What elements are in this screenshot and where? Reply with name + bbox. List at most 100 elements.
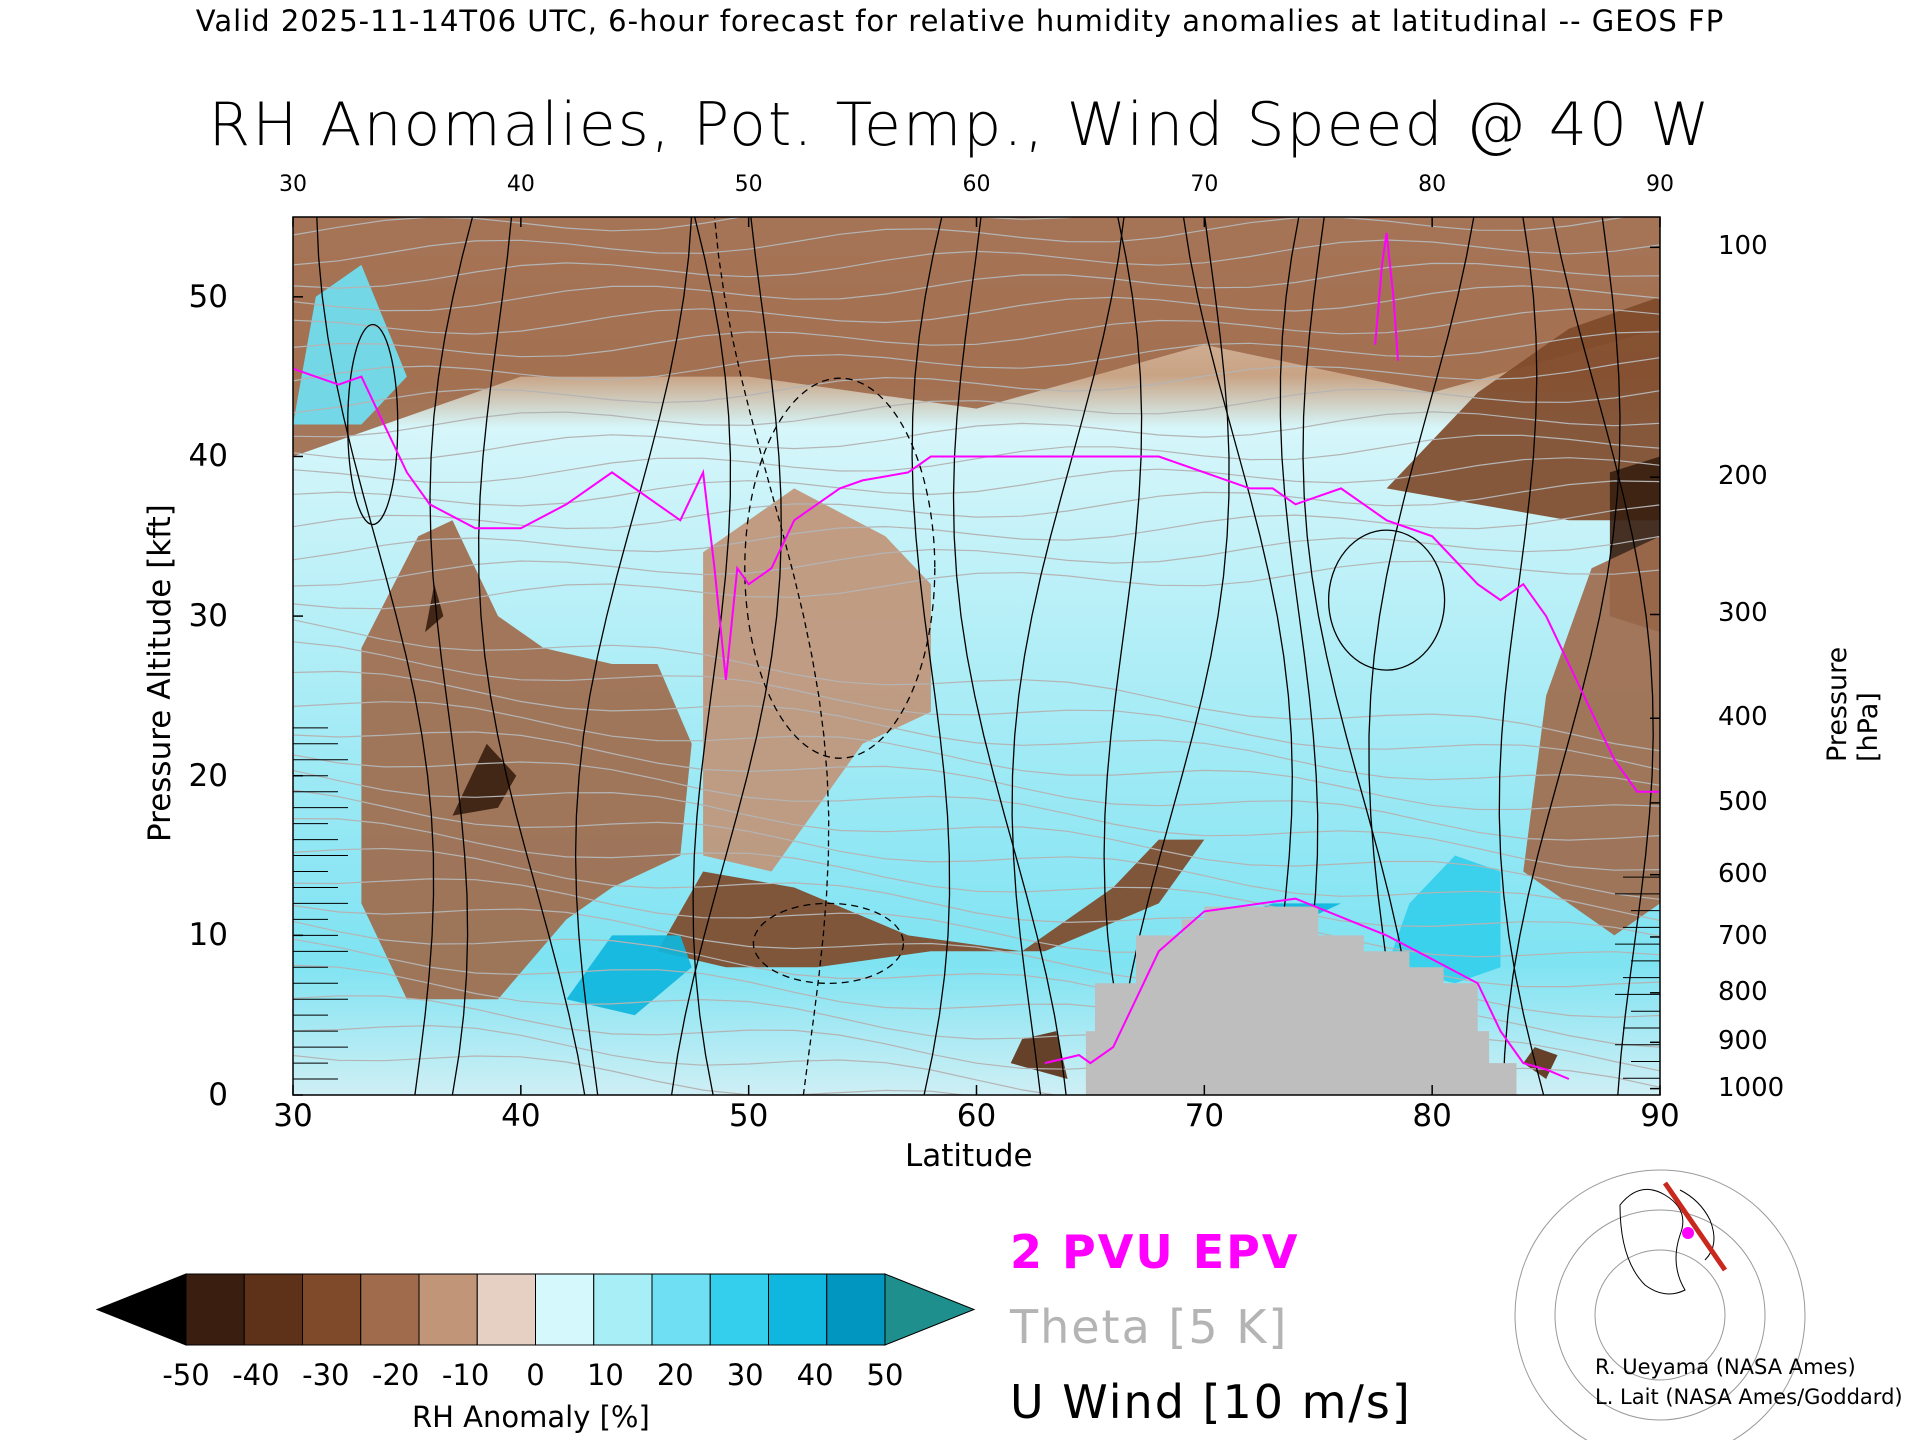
pressure-tick-label: 800 xyxy=(1718,976,1768,1007)
anomaly-region-dry_upper xyxy=(293,217,1660,457)
theta-line xyxy=(293,789,1660,922)
pressure-tick-label: 200 xyxy=(1718,461,1768,492)
colorbar-tick-label: 30 xyxy=(726,1358,764,1392)
y-tick-label: 40 xyxy=(188,438,228,475)
wind-line xyxy=(429,217,474,1095)
y-tick-label: 30 xyxy=(188,598,228,635)
theta-line xyxy=(293,1024,1269,1095)
wind-line xyxy=(1302,217,1420,1095)
top-tick-label: 90 xyxy=(1646,172,1674,197)
map-background xyxy=(1560,1165,1760,1315)
colorbar-box xyxy=(418,1273,478,1346)
x-tick-label: 70 xyxy=(1184,1098,1225,1134)
pressure-tick-label: 300 xyxy=(1718,598,1768,629)
wind-line xyxy=(911,217,951,1095)
colorbar-tick-label: 40 xyxy=(796,1358,834,1392)
colorbar-tick-label: -20 xyxy=(372,1358,420,1392)
theta-line xyxy=(293,457,1660,507)
terrain-mask xyxy=(1085,906,1517,1095)
x-tick-label: 50 xyxy=(728,1098,769,1134)
map-latitude-circle xyxy=(1554,1209,1766,1421)
theta-line xyxy=(293,1054,969,1095)
anomaly-region-dry_strong xyxy=(657,839,1205,968)
wind-line xyxy=(1552,217,1654,1095)
terrain-greenland xyxy=(1085,906,1517,1095)
pressure-tick-label: 600 xyxy=(1718,858,1768,889)
epv-fold-line xyxy=(1374,232,1399,361)
theta-line xyxy=(293,670,1660,786)
theta-line xyxy=(293,434,1660,484)
anomaly-region-dry_low xyxy=(1010,1031,1068,1079)
theta-line xyxy=(293,504,1660,561)
colorbar xyxy=(95,1273,976,1346)
theta-line xyxy=(293,285,1660,335)
anomaly-region-dry_light xyxy=(703,488,931,872)
colorbar-title: RH Anomaly [%] xyxy=(412,1400,650,1434)
x-tick-label: 80 xyxy=(1412,1098,1452,1134)
wind-line xyxy=(1498,217,1545,1095)
colorbar-tick-label: -50 xyxy=(162,1358,210,1392)
top-tick-label: 60 xyxy=(962,172,991,197)
colorbar-box xyxy=(826,1273,886,1346)
theta-line xyxy=(293,480,1660,530)
wind-negative-contour xyxy=(752,902,905,984)
theta-line xyxy=(293,331,1660,382)
epv-lower-line xyxy=(1044,897,1570,1080)
theta-line xyxy=(293,535,1660,587)
pressure-tick-label: 500 xyxy=(1718,786,1768,817)
top-tick-label: 40 xyxy=(506,172,535,197)
credit-line-2: L. Lait (NASA Ames/Goddard) xyxy=(1595,1385,1903,1409)
pressure-tick-label: 700 xyxy=(1718,920,1768,951)
top-tick-label: 50 xyxy=(734,172,763,197)
anomaly-region-moist_teal xyxy=(566,935,692,1016)
colorbar-tick-label: -40 xyxy=(232,1358,280,1392)
theta-line xyxy=(293,262,1660,312)
chart-title: RH Anomalies, Pot. Temp., Wind Speed @ 4… xyxy=(208,90,1712,160)
x-tick-label: 40 xyxy=(501,1098,541,1134)
colorbar-tick-label: -10 xyxy=(441,1358,490,1392)
theta-line xyxy=(293,411,1660,461)
x-tick-label: 30 xyxy=(273,1098,313,1134)
theta-line xyxy=(293,754,1660,871)
top-tick-label: 30 xyxy=(279,172,307,197)
wind-line xyxy=(670,217,782,1095)
theta-line xyxy=(293,995,1376,1095)
theta-line xyxy=(293,357,1660,414)
credit-line-1: R. Ueyama (NASA Ames) xyxy=(1595,1355,1856,1379)
colorbar-tick-label: 20 xyxy=(656,1358,694,1392)
y-tick-label: 20 xyxy=(188,757,228,794)
pressure-tick-label: 400 xyxy=(1718,702,1768,733)
anomaly-region-dry_extreme xyxy=(425,584,444,633)
wind-line xyxy=(692,217,732,1095)
theta-line xyxy=(293,619,1660,752)
y-axis-title: Pressure Altitude [kft] xyxy=(142,504,178,842)
colorbar-box xyxy=(709,1273,769,1346)
anomaly-field xyxy=(293,217,1660,1095)
colorbar-box xyxy=(185,1273,245,1346)
theta-line xyxy=(293,847,1660,958)
y-tick-label: 0 xyxy=(208,1077,228,1113)
epv-contour xyxy=(293,232,1660,1080)
colorbar-tick-label: 50 xyxy=(866,1358,904,1392)
map-coastline xyxy=(1619,1188,1686,1295)
theta-line xyxy=(293,308,1660,358)
colorbar-tick-label: -30 xyxy=(302,1358,350,1392)
wind-line xyxy=(478,217,586,1095)
colorbar-arrow-left xyxy=(95,1273,187,1346)
colorbar-box xyxy=(302,1273,362,1346)
wind-line xyxy=(316,217,435,1095)
colorbar-arrow-right xyxy=(884,1273,976,1346)
map-latitude-circle xyxy=(1594,1249,1726,1381)
epv-2pvu-line xyxy=(293,367,1660,793)
header-text: Valid 2025-11-14T06 UTC, 6-hour forecast… xyxy=(195,4,1725,38)
x-axis-title: Latitude xyxy=(905,1138,1033,1174)
wind-line xyxy=(1502,217,1621,1095)
plot-frame xyxy=(292,216,1661,1096)
colorbar-tick-label: 10 xyxy=(586,1358,624,1392)
wind-jet-contour xyxy=(1327,529,1446,671)
wind-jet-contour xyxy=(347,323,399,526)
top-tick-label: 70 xyxy=(1190,172,1219,197)
map-section-line xyxy=(1662,1181,1728,1272)
wind-line xyxy=(952,217,1067,1095)
